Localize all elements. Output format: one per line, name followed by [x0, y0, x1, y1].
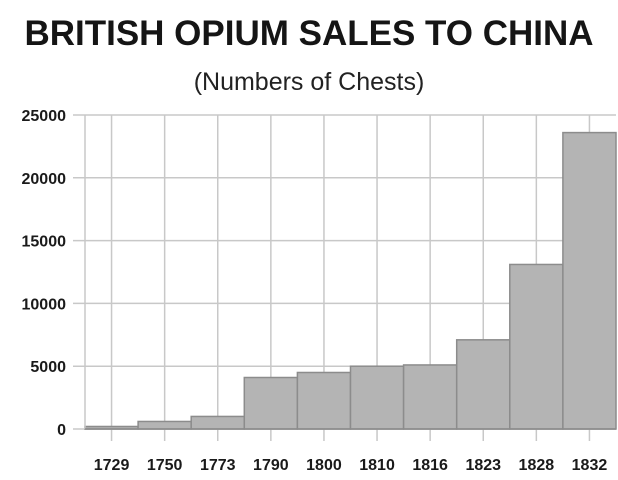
x-tick-label: 1828	[519, 457, 555, 474]
axes	[84, 115, 616, 430]
y-tick-label: 20000	[22, 171, 67, 188]
chart-subtitle: (Numbers of Chests)	[193, 68, 425, 96]
bar-1810	[349, 365, 405, 430]
x-tick-label: 1750	[147, 457, 183, 474]
bar-1790	[243, 376, 299, 430]
bar-1773	[190, 415, 246, 430]
y-tick-label: 10000	[22, 296, 67, 313]
x-tick-label: 1790	[253, 457, 289, 474]
x-axis-ticks: 1729 1750 1773 1790 1800 1810 1816 1823 1828 1832	[94, 457, 608, 474]
bar-1750	[137, 420, 192, 430]
x-tick-label: 1810	[359, 457, 395, 474]
bars	[84, 131, 617, 430]
bar-1832	[562, 131, 617, 430]
y-tick-label: 0	[57, 422, 66, 439]
y-tick-label: 25000	[22, 108, 67, 125]
x-tick-label: 1800	[306, 457, 342, 474]
y-axis-ticks: 0 5000 10000 15000 20000 25000	[22, 108, 67, 439]
x-tick-label: 1832	[572, 457, 608, 474]
y-tick-label: 5000	[30, 359, 66, 376]
x-tick-label: 1816	[412, 457, 448, 474]
bar-1816	[402, 364, 458, 430]
bar-1800	[296, 371, 352, 430]
x-tick-label: 1729	[94, 457, 130, 474]
x-tick-label: 1773	[200, 457, 236, 474]
x-tick-label: 1823	[465, 457, 501, 474]
y-tick-label: 15000	[22, 234, 67, 251]
bar-1828	[509, 263, 564, 430]
bar-1823	[455, 339, 511, 430]
chart-title: BRITISH OPIUM SALES TO CHINA	[24, 14, 594, 53]
